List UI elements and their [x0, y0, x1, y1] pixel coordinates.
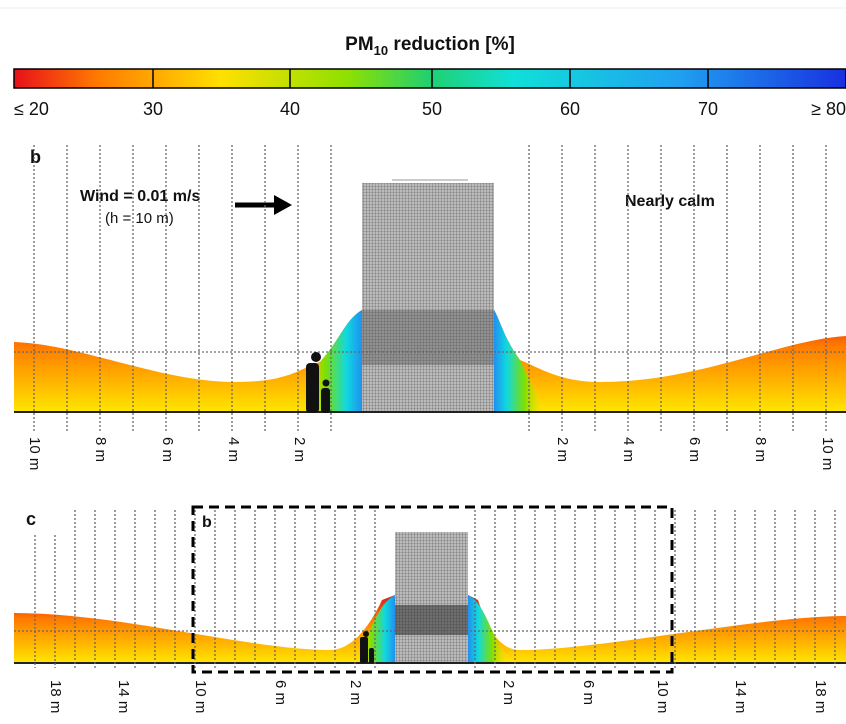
title-sub: 10 — [374, 43, 388, 58]
distance-label: 10 m — [819, 437, 836, 470]
distance-label: 6 m — [272, 680, 289, 705]
condition-text: Nearly calm — [625, 193, 715, 210]
distance-label: 4 m — [620, 437, 637, 462]
distance-label: 8 m — [752, 437, 769, 462]
distance-label: 2 m — [554, 437, 571, 462]
panel-label: c — [26, 509, 36, 529]
building — [395, 532, 468, 663]
inset-box — [191, 505, 674, 674]
title-rest: reduction [%] — [388, 34, 515, 55]
panel-b: b Wind = 0.01 m/s (h = 10 m) Nearly calm… — [14, 145, 846, 470]
panel-c: c b 18 m 14 m 10 m 6 m 2 m 2 m 6 m 10 m 14 m 18 m — [14, 505, 846, 713]
distance-label: 10 m — [192, 680, 209, 713]
distance-label: 10 m — [654, 680, 671, 713]
distance-label: 2 m — [347, 680, 364, 705]
distance-label: 2 m — [500, 680, 517, 705]
height-note: (h = 10 m) — [105, 210, 174, 227]
colorbar-tick-label: 60 — [560, 99, 580, 119]
colorbar-tick-label: 50 — [422, 99, 442, 119]
distance-label: 6 m — [580, 680, 597, 705]
colorbar-tick-label: 40 — [280, 99, 300, 119]
distance-label: 6 m — [686, 437, 703, 462]
colorbar-tick-label: 30 — [143, 99, 163, 119]
inset-label: b — [202, 514, 212, 531]
distance-label: 14 m — [732, 680, 749, 713]
distance-label: 2 m — [291, 437, 308, 462]
colorbar — [13, 68, 846, 89]
colorbar-tick-label: ≥ 80 — [811, 99, 846, 119]
colorbar-ticks: ≤ 20 30 40 50 60 70 ≥ 80 — [14, 69, 846, 119]
pedestrian — [360, 631, 374, 663]
title-main: PM — [345, 34, 374, 55]
wind-arrow — [274, 195, 292, 215]
colorbar-title: PM10 reduction [%] — [345, 34, 515, 58]
distance-label: 4 m — [225, 437, 242, 462]
building — [362, 183, 494, 412]
distance-label: 10 m — [26, 437, 43, 470]
pedestrian — [306, 352, 330, 413]
colorbar-tick-label: 70 — [698, 99, 718, 119]
wind-text: Wind = 0.01 m/s — [80, 188, 200, 205]
distance-label: 18 m — [47, 680, 64, 713]
panel-label: b — [30, 147, 41, 167]
distance-label: 18 m — [812, 680, 829, 713]
distance-label: 6 m — [159, 437, 176, 462]
distance-label: 14 m — [115, 680, 132, 713]
colorbar-tick-label: ≤ 20 — [14, 99, 49, 119]
distance-label: 8 m — [92, 437, 109, 462]
